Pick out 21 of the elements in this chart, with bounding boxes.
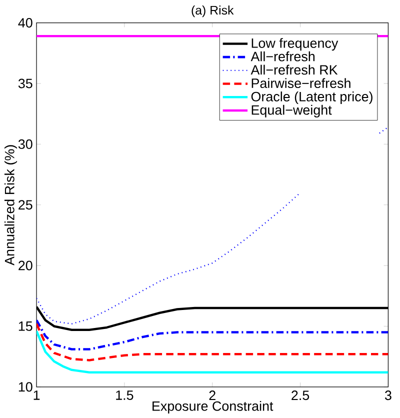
x-tick-label: 2 [210,390,216,400]
legend-label: Oracle (Latent price) [252,92,373,104]
legend-label: Equal−weight [252,104,332,118]
x-axis-title: Exposure Constraint [152,400,274,414]
legend-label: All−refresh [251,51,315,62]
y-axis-title: Annualized Risk (%) [4,145,18,266]
x-tick-label: 1 [34,390,40,400]
y-tick-label: 10 [19,382,33,392]
legend-label: Pairwise−refresh [252,78,351,88]
y-tick-label: 20 [18,260,33,270]
x-tick-label: 2.5 [292,390,310,400]
legend-label: Low frequency [252,38,338,51]
chart-title: (a) Risk [192,6,234,18]
y-tick-label: 25 [18,200,33,210]
y-tick-label: 40 [18,18,33,28]
y-tick-label: 30 [18,139,33,149]
y-tick-label: 35 [18,78,33,88]
x-tick-label: 1.5 [116,390,134,400]
x-tick-label: 3 [385,390,392,400]
legend-label: All−refresh RK [251,64,338,75]
y-tick-label: 15 [19,322,33,331]
